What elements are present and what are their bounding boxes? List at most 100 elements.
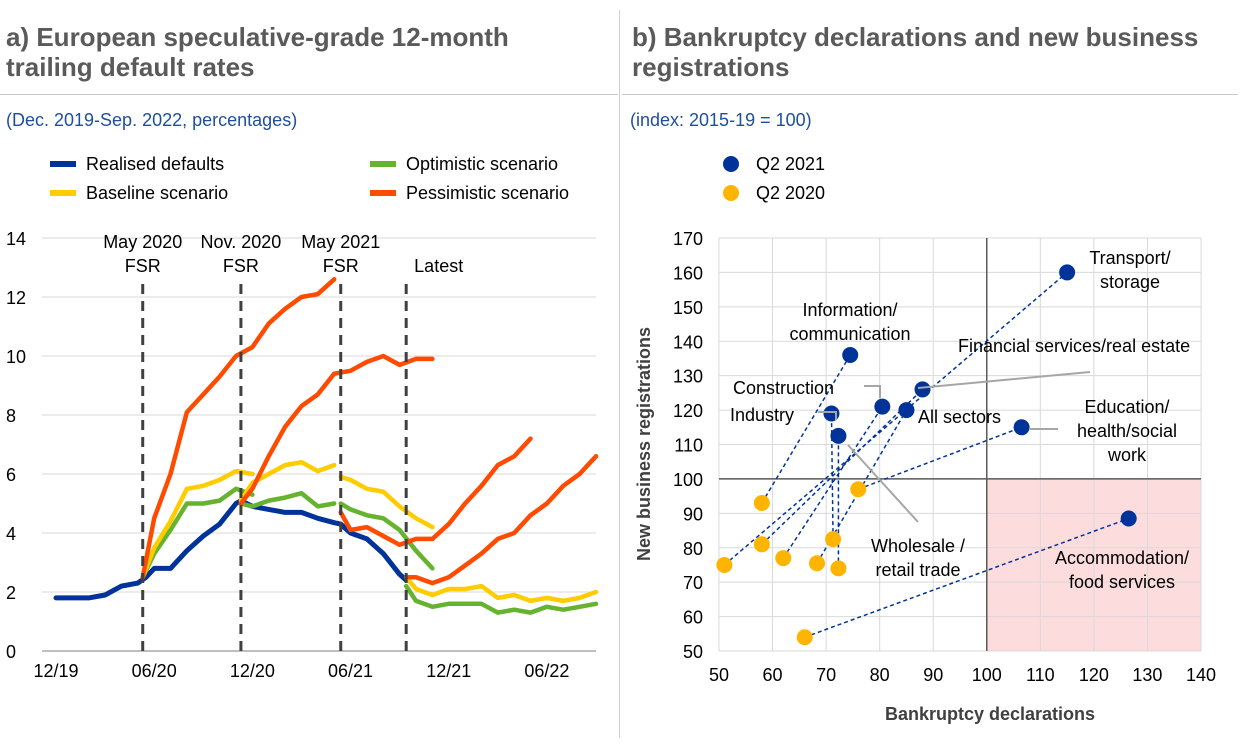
point-q2-2021: [842, 347, 859, 364]
series-line: [238, 353, 435, 506]
series-line: [140, 468, 255, 580]
x-tick-label: 70: [816, 665, 836, 685]
x-tick-label: 90: [923, 665, 943, 685]
sector-label: retail trade: [875, 560, 960, 580]
sector-connector: [761, 354, 851, 504]
x-tick-label: 12/20: [230, 661, 275, 681]
sector-label: food services: [1069, 572, 1175, 592]
x-tick-label: 100: [972, 665, 1002, 685]
sector-label: health/social: [1077, 421, 1177, 441]
y-tick-label: 80: [683, 539, 703, 559]
y-tick-label: 6: [6, 465, 16, 485]
x-tick-label: 06/20: [132, 661, 177, 681]
series-line: [338, 474, 435, 530]
panel-a-subtitle: (Dec. 2019-Sep. 2022, percentages): [6, 110, 298, 130]
point-q2-2021: [1013, 419, 1030, 436]
sector-connector: [723, 271, 1068, 566]
sector-connector: [857, 426, 1022, 490]
panel-b-title-line2: registrations: [632, 52, 790, 82]
panel-a-title: a) European speculative-grade 12-month t…: [6, 22, 509, 82]
y-tick-label: 14: [6, 229, 26, 249]
point-q2-2021: [1120, 510, 1137, 527]
panel-a-title-line2: trailing default rates: [6, 52, 255, 82]
x-tick-label: 140: [1186, 665, 1216, 685]
legend-label: Baseline scenario: [86, 183, 228, 203]
y-tick-label: 2: [6, 583, 16, 603]
series-line: [403, 454, 599, 586]
series-line: [403, 583, 599, 615]
x-tick-label: 110: [1026, 665, 1055, 685]
point-q2-2021: [914, 381, 931, 398]
y-tick-label: 70: [683, 573, 703, 593]
panel-a-title-rule: [0, 94, 618, 95]
sector-connector: [761, 388, 924, 545]
y-tick-label: 0: [6, 642, 16, 662]
event-label-bottom: FSR: [323, 256, 359, 276]
event-label-bottom: FSR: [125, 256, 161, 276]
y-tick-label: 170: [673, 229, 703, 249]
point-q2-2020: [809, 555, 826, 572]
event-label-bottom: FSR: [223, 256, 259, 276]
sector-label: Wholesale /: [871, 536, 965, 556]
panel-b-title-line1: b) Bankruptcy declarations and new busin…: [632, 22, 1199, 52]
event-label-top: Nov. 2020: [201, 232, 282, 252]
y-tick-label: 90: [683, 504, 703, 524]
y-tick-label: 150: [673, 298, 703, 318]
sector-label: Financial services/real estate: [958, 336, 1190, 356]
x-tick-label: 130: [1132, 665, 1162, 685]
x-axis-title: Bankruptcy declarations: [885, 704, 1095, 724]
point-q2-2021: [823, 405, 840, 422]
legend-marker: [723, 185, 739, 201]
panel-b-title-rule: [622, 94, 1238, 95]
sector-label: Transport/: [1089, 248, 1170, 268]
sector-connector: [782, 406, 883, 559]
sector-label: Information/: [802, 300, 897, 320]
y-tick-label: 12: [6, 288, 26, 308]
legend-label: Realised defaults: [86, 154, 224, 174]
sector-label: storage: [1100, 272, 1160, 292]
panel-b-title: b) Bankruptcy declarations and new busin…: [632, 22, 1198, 82]
legend-label: Q2 2021: [756, 154, 825, 174]
x-tick-label: 06/22: [524, 661, 569, 681]
x-tick-label: 12/21: [426, 661, 471, 681]
label-leader-line: [818, 411, 837, 420]
point-q2-2020: [825, 531, 842, 548]
series-line: [403, 575, 599, 604]
point-q2-2021: [898, 402, 915, 419]
point-q2-2021: [874, 398, 891, 415]
y-tick-label: 8: [6, 406, 16, 426]
sector-label: Education/: [1084, 397, 1169, 417]
sector-label: Industry: [730, 405, 794, 425]
event-label-bottom: Latest: [414, 256, 463, 276]
point-q2-2020: [753, 536, 770, 553]
series-line: [338, 501, 435, 571]
point-q2-2021: [1059, 264, 1076, 281]
event-label-top: May 2020: [103, 232, 182, 252]
point-q2-2020: [796, 629, 813, 646]
label-leader-line: [864, 385, 881, 398]
x-tick-label: 06/21: [328, 661, 373, 681]
panel-a-title-line1: a) European speculative-grade 12-month: [6, 22, 509, 52]
x-tick-label: 60: [763, 665, 783, 685]
sector-label: All sectors: [918, 407, 1001, 427]
default-rates-chart: 0 2 4 6 8 10 12 14 12/19 06/20 12/20 06/21 12/21 06/2…: [6, 154, 599, 681]
legend-label: Optimistic scenario: [406, 154, 558, 174]
sector-label: Accommodation/: [1055, 548, 1189, 568]
sector-label: Construction: [733, 378, 834, 398]
series-line: [338, 436, 533, 548]
panel-divider: [619, 10, 620, 738]
x-tick-label: 12/19: [33, 661, 78, 681]
y-tick-label: 10: [6, 347, 26, 367]
y-tick-label: 130: [673, 367, 703, 387]
legend-label: Pessimistic scenario: [406, 183, 569, 203]
legend-marker: [723, 156, 739, 172]
legend-label: Q2 2020: [756, 183, 825, 203]
y-tick-label: 120: [673, 401, 703, 421]
label-leader-line: [917, 371, 1091, 389]
event-label-top: May 2021: [301, 232, 380, 252]
label-leader-line: [847, 444, 919, 523]
y-tick-label: 100: [673, 470, 703, 490]
point-q2-2020: [775, 550, 792, 567]
point-q2-2021: [830, 427, 847, 444]
